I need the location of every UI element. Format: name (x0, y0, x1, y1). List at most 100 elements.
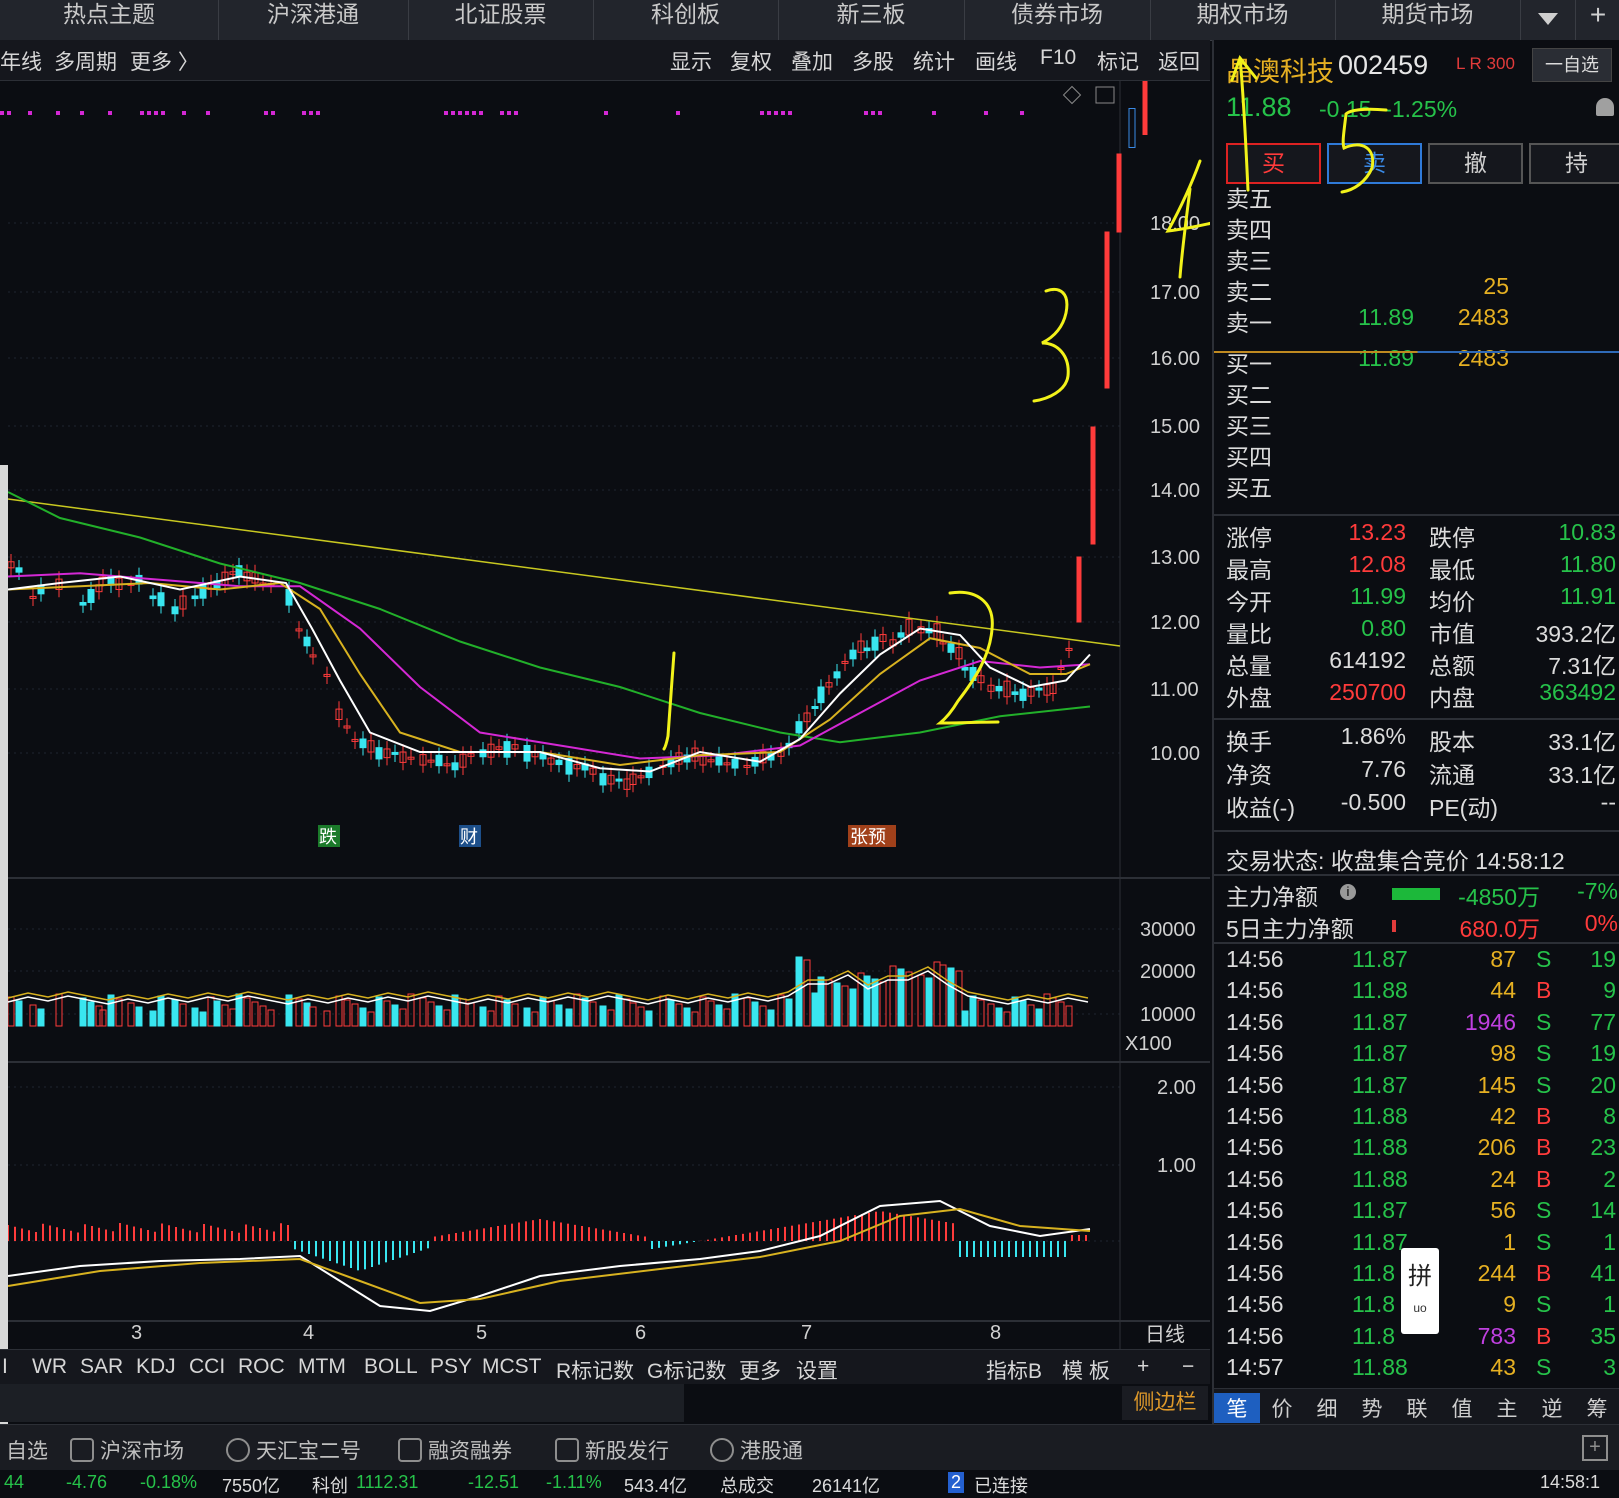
indicator-kdj[interactable]: KDJ (136, 1355, 176, 1378)
diamond-icon[interactable] (1062, 85, 1082, 105)
subtab-price[interactable]: 价 (1271, 1398, 1293, 1421)
mark-button[interactable]: 标记 (1097, 51, 1139, 74)
tick-count: 35 (1590, 1322, 1616, 1349)
sidebar-button[interactable]: 侧边栏 (1122, 1386, 1208, 1420)
volume-bar (1057, 1001, 1065, 1027)
book-level-label: 卖四 (1226, 217, 1272, 243)
candle-body (1019, 688, 1027, 701)
event-marker-limit-up-forecast[interactable]: 张预 (850, 827, 886, 847)
multi-stock-button[interactable]: 多股 (852, 51, 894, 74)
stat-label: 今开 (1226, 589, 1272, 615)
holdings-button[interactable]: 持 (1529, 143, 1619, 184)
tick-count: 2 (1603, 1165, 1616, 1192)
volume-bar (743, 997, 751, 1027)
indicator-g-marks[interactable]: G标记数 (647, 1360, 727, 1383)
signal-dot (932, 111, 936, 115)
subtab-main[interactable]: 主 (1496, 1398, 1518, 1421)
subtab-trades[interactable]: 笔 (1214, 1393, 1260, 1423)
indicator-psy[interactable]: PSY (430, 1355, 473, 1378)
tab-hot-topics[interactable]: 热点主题 (0, 0, 219, 40)
tab-options-market[interactable]: 期权市场 (1150, 0, 1336, 40)
floating-widget[interactable]: 拼 uo (1401, 1248, 1439, 1334)
x-tick: 7 (801, 1322, 812, 1344)
event-marker-drop[interactable]: 跌 (319, 827, 337, 847)
cancel-order-button[interactable]: 撤 (1428, 143, 1523, 184)
panel-toggle-icon[interactable] (1095, 86, 1115, 104)
bottom-nav-watchlist[interactable]: 自选 (6, 1440, 48, 1463)
adjust-button[interactable]: 复权 (730, 51, 772, 74)
indicator-item[interactable]: I (2, 1355, 8, 1378)
indicator-cci[interactable]: CCI (189, 1355, 226, 1378)
chevron-down-icon[interactable] (1538, 13, 1558, 25)
indicator-more[interactable]: 更多 (739, 1360, 781, 1383)
indicator-b-button[interactable]: 指标B (986, 1360, 1043, 1383)
tick-price: 11.87 (1352, 946, 1408, 972)
bottom-nav-hk-connect[interactable]: 港股通 (710, 1435, 803, 1465)
tab-hk-connect[interactable]: 沪深港通 (218, 0, 409, 40)
f10-button[interactable]: F10 (1040, 46, 1077, 69)
add-watchlist-button[interactable]: 一自选 (1532, 48, 1612, 82)
book-level-price[interactable]: 11.89 (1358, 345, 1414, 371)
tick-side: S (1536, 1228, 1552, 1255)
annotation-arrow-head (1230, 54, 1258, 82)
period-label[interactable]: 日线 (1145, 1323, 1185, 1346)
display-button[interactable]: 显示 (670, 51, 712, 74)
add-panel-icon[interactable]: + (1582, 1435, 1608, 1461)
draw-line-button[interactable]: 画线 (975, 51, 1017, 74)
buy-button[interactable]: 买 (1226, 143, 1321, 184)
tab-bse-stocks[interactable]: 北证股票 (408, 0, 594, 40)
tab-neeq[interactable]: 新三板 (778, 0, 965, 40)
indicator-mcst[interactable]: MCST (482, 1355, 542, 1378)
multi-period-button[interactable]: 多周期 (54, 51, 117, 74)
stat-value: 7.31亿 (1548, 653, 1616, 679)
bottom-nav-sh-sz-market[interactable]: 沪深市场 (70, 1435, 184, 1465)
bottom-nav-margin[interactable]: 融资融券 (398, 1435, 512, 1465)
indicator-roc[interactable]: ROC (238, 1355, 285, 1378)
event-marker-finance[interactable]: 财 (460, 827, 478, 847)
book-level-price[interactable]: 11.89 (1358, 304, 1414, 330)
subtab-reverse[interactable]: 逆 (1541, 1398, 1563, 1421)
subtab-trend[interactable]: 势 (1361, 1398, 1383, 1421)
subtab-detail[interactable]: 细 (1316, 1398, 1338, 1421)
tick-count: 19 (1590, 946, 1616, 972)
kline-chart[interactable]: 18.00 17.00 16.00 15.00 14.00 13.00 12.0… (0, 0, 1214, 1349)
back-button[interactable]: 返回 (1158, 51, 1200, 74)
more-button[interactable]: 更多 〉 (130, 51, 199, 74)
add-tab-button[interactable]: + (1575, 0, 1619, 40)
statistics-button[interactable]: 统计 (913, 51, 955, 74)
subtab-related[interactable]: 联 (1406, 1398, 1428, 1421)
signal-dot (774, 111, 778, 115)
subtab-chips[interactable]: 筹 (1586, 1398, 1608, 1421)
bell-icon[interactable] (1596, 98, 1614, 116)
scroll-strip[interactable] (0, 1384, 684, 1422)
indicator-wr[interactable]: WR (32, 1355, 67, 1378)
indicator-settings[interactable]: 设置 (796, 1360, 838, 1383)
tab-futures-market[interactable]: 期货市场 (1335, 0, 1521, 40)
candle-body (1011, 691, 1019, 695)
bottom-nav-tianhuibao[interactable]: 天汇宝二号 (226, 1435, 361, 1465)
template-button[interactable]: 模 板 (1062, 1360, 1110, 1383)
tab-star-market[interactable]: 科创板 (593, 0, 779, 40)
candle-body (841, 660, 849, 664)
tab-bond-market[interactable]: 债券市场 (964, 0, 1151, 40)
indicator-r-marks[interactable]: R标记数 (556, 1360, 635, 1383)
info-icon[interactable]: i (1340, 884, 1356, 900)
bottom-nav-ipo[interactable]: 新股发行 (555, 1435, 669, 1465)
indicator-sar[interactable]: SAR (80, 1355, 124, 1378)
signal-dot (760, 111, 764, 115)
subtab-value[interactable]: 值 (1451, 1398, 1473, 1421)
sell-button[interactable]: 卖 (1327, 143, 1422, 184)
period-year-button[interactable]: 年线 (0, 51, 42, 74)
zoom-out-button[interactable]: − (1182, 1355, 1195, 1378)
indicator-boll[interactable]: BOLL (364, 1355, 418, 1378)
indicator-mtm[interactable]: MTM (298, 1355, 346, 1378)
popup-glyph: uo (1413, 1301, 1427, 1315)
kline-chart-area[interactable]: 18.00 17.00 16.00 15.00 14.00 13.00 12.0… (0, 0, 1214, 1349)
zoom-in-button[interactable]: + (1137, 1355, 1150, 1378)
overlay-button[interactable]: 叠加 (791, 51, 833, 74)
signal-dot (147, 111, 151, 115)
volume-bar (107, 994, 115, 1027)
volume-bar (531, 1011, 539, 1027)
volume-bar (99, 1009, 107, 1027)
volume-bar (623, 998, 631, 1027)
